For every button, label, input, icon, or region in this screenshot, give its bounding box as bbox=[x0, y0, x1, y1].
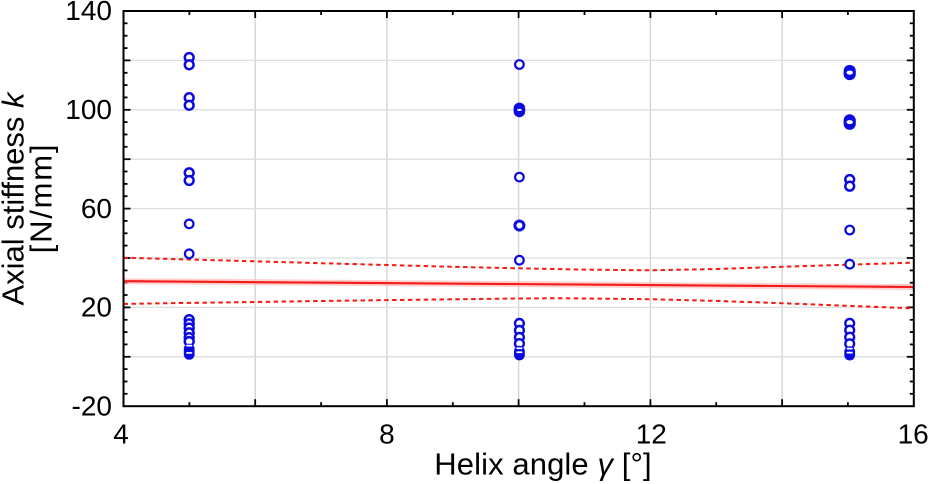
svg-text:20: 20 bbox=[81, 292, 112, 323]
svg-text:60: 60 bbox=[81, 193, 112, 224]
svg-text:Helix angle γ [°]: Helix angle γ [°] bbox=[434, 447, 651, 482]
svg-text:16: 16 bbox=[898, 419, 929, 450]
svg-text:140: 140 bbox=[65, 0, 112, 26]
svg-text:4: 4 bbox=[113, 419, 129, 450]
svg-text:12: 12 bbox=[636, 419, 667, 450]
svg-text:[N/mm]: [N/mm] bbox=[24, 143, 59, 254]
svg-text:100: 100 bbox=[65, 94, 112, 125]
svg-text:8: 8 bbox=[379, 419, 395, 450]
svg-text:Axial stiffness k: Axial stiffness k bbox=[0, 91, 31, 306]
svg-text:-20: -20 bbox=[72, 390, 112, 421]
